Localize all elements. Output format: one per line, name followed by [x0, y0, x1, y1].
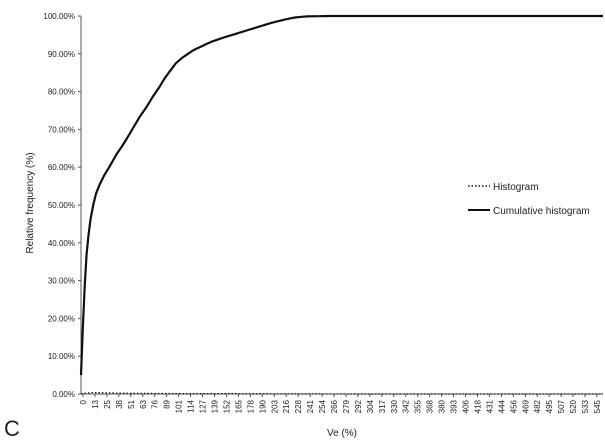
x-tick-label: 216	[282, 399, 291, 413]
y-tick-label: 100.00%	[43, 12, 75, 21]
x-tick-label: 101	[175, 399, 184, 413]
x-tick-label: 545	[593, 399, 602, 413]
y-tick-label: 80.00%	[48, 88, 75, 97]
x-tick-label: 533	[581, 399, 590, 413]
y-tick-label: 40.00%	[48, 239, 75, 248]
x-tick-label: 152	[222, 399, 231, 413]
x-tick-label: 304	[366, 399, 375, 413]
y-axis-title: Relative frequency (%)	[25, 152, 36, 253]
x-tick-label: 25	[103, 399, 112, 408]
x-tick-label: 355	[414, 399, 423, 413]
x-tick-label: 89	[163, 399, 172, 408]
x-tick-label: 63	[139, 399, 148, 408]
x-tick-label: 368	[426, 399, 435, 413]
y-tick-label: 70.00%	[48, 125, 75, 134]
y-axis-ticks: 0.00% 10.00% 20.00% 30.00% 40.00% 50.00% 60.00…	[43, 12, 81, 399]
x-tick-label: 254	[318, 399, 327, 413]
histogram-series-line	[80, 391, 603, 395]
x-tick-label: 228	[294, 399, 303, 413]
x-tick-label: 279	[342, 399, 351, 413]
x-tick-label: 495	[545, 399, 554, 413]
x-tick-label: 190	[258, 399, 267, 413]
y-tick-label: 50.00%	[48, 201, 75, 210]
x-tick-label: 139	[210, 399, 219, 413]
x-tick-label: 330	[390, 399, 399, 413]
x-tick-label: 114	[187, 399, 196, 412]
x-tick-label: 38	[115, 399, 124, 408]
x-tick-label: 520	[569, 399, 578, 413]
x-tick-label: 444	[497, 399, 506, 413]
y-tick-label: 10.00%	[48, 352, 75, 361]
x-tick-label: 165	[234, 399, 243, 413]
x-tick-label: 292	[354, 399, 363, 413]
x-tick-label: 266	[330, 399, 339, 413]
x-tick-label: 0	[79, 399, 88, 404]
x-tick-label: 178	[246, 399, 255, 413]
x-tick-label: 431	[485, 399, 494, 413]
x-tick-label: 380	[438, 399, 447, 413]
x-tick-label: 203	[270, 399, 279, 413]
series-layer	[79, 14, 603, 395]
x-axis-title: Ve (%)	[327, 428, 357, 439]
cumulative-histogram-series-line	[79, 14, 603, 376]
x-tick-label: 241	[306, 399, 315, 413]
panel-label: C	[4, 416, 20, 440]
x-tick-label: 342	[402, 399, 411, 413]
x-axis-ticks: 0 13 25 38 51 63 76 89 101 114 127 139 152 165 178 190 2…	[79, 394, 602, 413]
x-tick-label: 418	[473, 399, 482, 413]
x-tick-label: 13	[91, 399, 100, 408]
legend-histogram-label: Histogram	[493, 182, 539, 193]
x-tick-label: 51	[127, 399, 136, 408]
x-tick-label: 482	[533, 399, 542, 413]
y-tick-label: 30.00%	[48, 277, 75, 286]
x-tick-label: 406	[462, 399, 471, 413]
y-tick-label: 60.00%	[48, 163, 75, 172]
legend: Histogram Cumulative histogram	[468, 182, 590, 217]
x-tick-label: 393	[450, 399, 459, 413]
x-tick-label: 76	[151, 399, 160, 408]
y-tick-label: 0.00%	[52, 390, 75, 399]
x-tick-label: 127	[199, 399, 208, 413]
x-tick-label: 456	[509, 399, 518, 413]
x-tick-label: 469	[521, 399, 530, 413]
y-tick-label: 90.00%	[48, 50, 75, 59]
x-tick-label: 507	[557, 399, 566, 413]
x-tick-label: 317	[378, 399, 387, 413]
legend-cumulative-label: Cumulative histogram	[493, 206, 590, 217]
y-tick-label: 20.00%	[48, 314, 75, 323]
